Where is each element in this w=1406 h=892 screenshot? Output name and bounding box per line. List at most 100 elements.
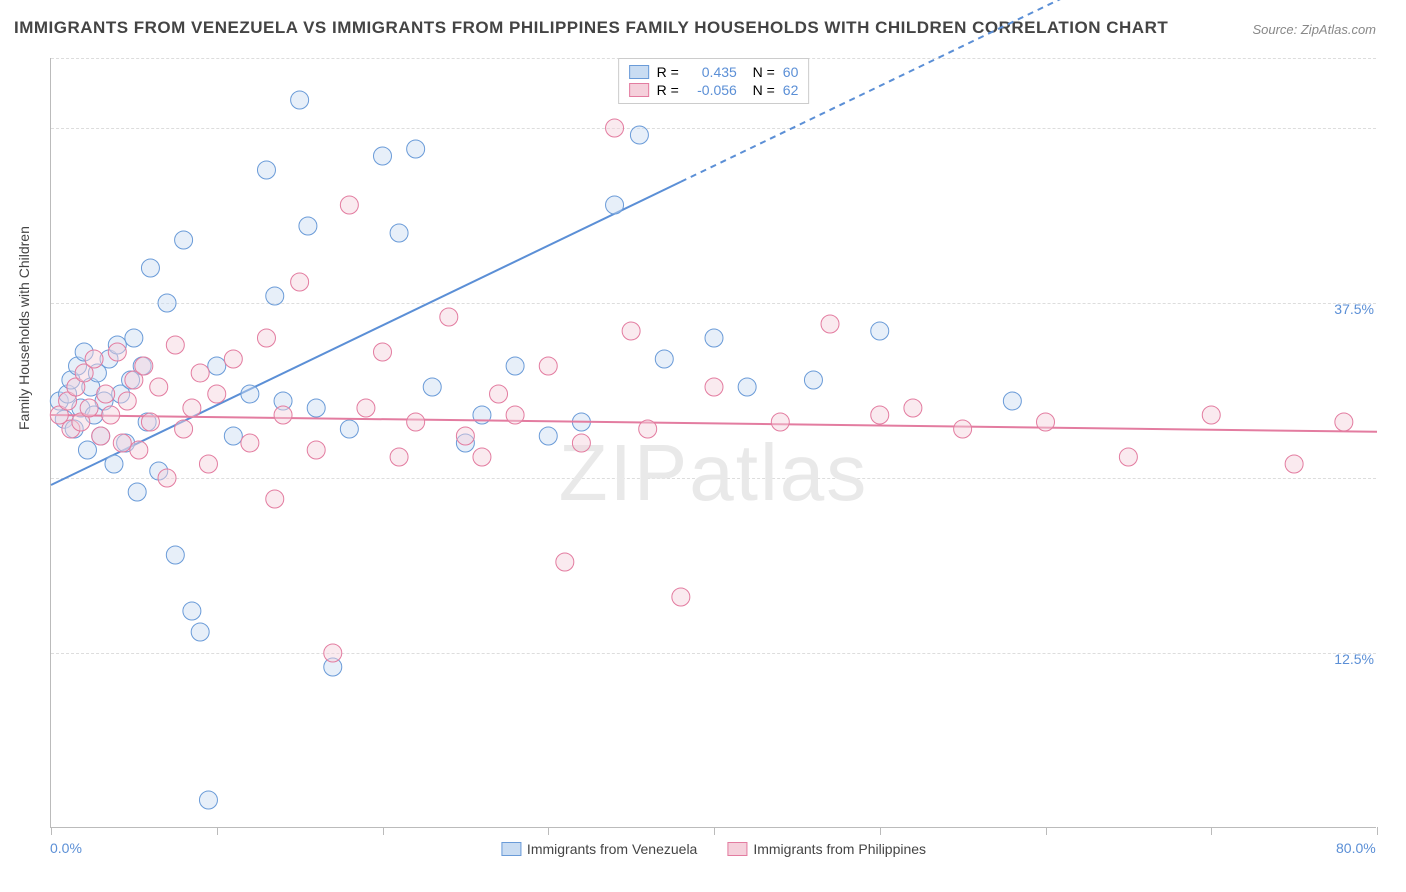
data-point [572, 434, 590, 452]
data-point [80, 399, 98, 417]
x-tick-label: 0.0% [50, 840, 82, 856]
data-point [208, 385, 226, 403]
data-point [672, 588, 690, 606]
data-point [224, 427, 242, 445]
legend-r-value-philippines: -0.056 [687, 82, 737, 98]
data-point [266, 490, 284, 508]
data-point [291, 273, 309, 291]
data-point [655, 350, 673, 368]
data-point [191, 623, 209, 641]
data-point [473, 448, 491, 466]
x-tick [1211, 827, 1212, 835]
data-point [166, 546, 184, 564]
legend-n-value-venezuela: 60 [783, 64, 799, 80]
data-point [97, 385, 115, 403]
chart-svg [51, 58, 1377, 828]
data-point [307, 441, 325, 459]
data-point [705, 378, 723, 396]
legend-n-label: N = [745, 64, 775, 80]
swatch-philippines-bottom [727, 842, 747, 856]
data-point [539, 427, 557, 445]
swatch-venezuela-bottom [501, 842, 521, 856]
data-point [166, 336, 184, 354]
data-point [208, 357, 226, 375]
data-point [158, 469, 176, 487]
data-point [307, 399, 325, 417]
swatch-venezuela [629, 65, 649, 79]
legend-r-label: R = [657, 64, 679, 80]
data-point [266, 287, 284, 305]
data-point [324, 644, 342, 662]
legend-series: Immigrants from Venezuela Immigrants fro… [501, 841, 926, 857]
data-point [1037, 413, 1055, 431]
data-point [113, 434, 131, 452]
data-point [1119, 448, 1137, 466]
data-point [1335, 413, 1353, 431]
data-point [539, 357, 557, 375]
data-point [1285, 455, 1303, 473]
data-point [257, 161, 275, 179]
x-tick [51, 827, 52, 835]
data-point [954, 420, 972, 438]
data-point [141, 259, 159, 277]
data-point [85, 350, 103, 368]
plot-area: ZIPatlas R = 0.435 N = 60 R = -0.056 N =… [50, 58, 1376, 828]
data-point [141, 413, 159, 431]
legend-correlation: R = 0.435 N = 60 R = -0.056 N = 62 [618, 58, 810, 104]
data-point [108, 343, 126, 361]
x-tick [383, 827, 384, 835]
data-point [199, 791, 217, 809]
data-point [390, 448, 408, 466]
data-point [374, 147, 392, 165]
data-point [440, 308, 458, 326]
chart-title: IMMIGRANTS FROM VENEZUELA VS IMMIGRANTS … [14, 18, 1168, 38]
data-point [423, 378, 441, 396]
data-point [199, 455, 217, 473]
data-point [506, 357, 524, 375]
data-point [705, 329, 723, 347]
data-point [299, 217, 317, 235]
data-point [407, 140, 425, 158]
data-point [183, 602, 201, 620]
data-point [871, 322, 889, 340]
data-point [622, 322, 640, 340]
data-point [224, 350, 242, 368]
data-point [158, 294, 176, 312]
data-point [92, 427, 110, 445]
data-point [506, 406, 524, 424]
data-point [871, 406, 889, 424]
data-point [340, 196, 358, 214]
legend-row-philippines: R = -0.056 N = 62 [629, 81, 799, 99]
data-point [274, 406, 292, 424]
legend-n-value-philippines: 62 [783, 82, 799, 98]
data-point [291, 91, 309, 109]
data-point [407, 413, 425, 431]
y-tick-label: 12.5% [1334, 651, 1374, 667]
data-point [390, 224, 408, 242]
data-point [738, 378, 756, 396]
data-point [241, 434, 259, 452]
data-point [456, 427, 474, 445]
trend-line [51, 415, 1377, 432]
legend-r-label: R = [657, 82, 679, 98]
data-point [78, 441, 96, 459]
data-point [241, 385, 259, 403]
legend-item-philippines: Immigrants from Philippines [727, 841, 926, 857]
data-point [556, 553, 574, 571]
data-point [490, 385, 508, 403]
legend-item-venezuela: Immigrants from Venezuela [501, 841, 697, 857]
data-point [130, 441, 148, 459]
x-tick [217, 827, 218, 835]
data-point [118, 392, 136, 410]
x-tick [714, 827, 715, 835]
data-point [340, 420, 358, 438]
data-point [183, 399, 201, 417]
data-point [821, 315, 839, 333]
data-point [175, 420, 193, 438]
data-point [374, 343, 392, 361]
data-point [191, 364, 209, 382]
data-point [606, 196, 624, 214]
y-tick-label: 37.5% [1334, 301, 1374, 317]
legend-label-philippines: Immigrants from Philippines [753, 841, 926, 857]
swatch-philippines [629, 83, 649, 97]
